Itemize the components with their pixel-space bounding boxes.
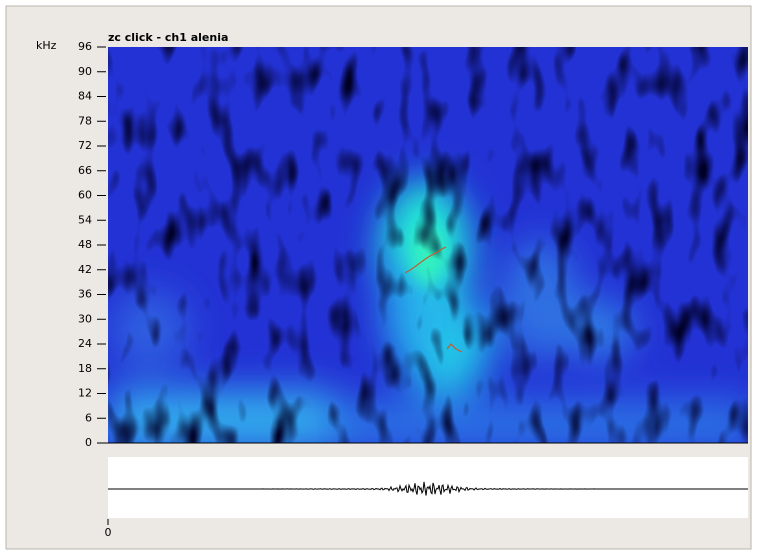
y-tick-label: 72 — [78, 139, 92, 152]
y-tick-label: 90 — [78, 65, 92, 78]
spectrogram-window: zc click - ch1 alenia kHz 0 0 6 12 18 24 30 36… — [0, 0, 757, 555]
y-tick-label: 48 — [78, 238, 92, 251]
y-tick-label: 36 — [78, 288, 92, 301]
y-tick-label: 60 — [78, 189, 92, 202]
y-tick-label: 66 — [78, 164, 92, 177]
y-tick-label: 54 — [78, 213, 92, 226]
y-tick-label: 30 — [78, 312, 92, 325]
page: zc click - ch1 alenia kHz 0 0 6 12 18 24 30 36… — [0, 0, 757, 555]
y-tick-label: 0 — [85, 436, 92, 449]
y-tick-label: 12 — [78, 387, 92, 400]
x-tick-label: 0 — [105, 526, 112, 539]
y-tick-label: 24 — [78, 337, 92, 350]
y-tick-label: 6 — [85, 411, 92, 424]
spectrogram — [108, 47, 750, 450]
y-tick-label: 96 — [78, 40, 92, 53]
y-tick-label: 42 — [78, 263, 92, 276]
y-tick-label: 84 — [78, 90, 92, 103]
y-tick-label: 18 — [78, 362, 92, 375]
plot-title: zc click - ch1 alenia — [108, 31, 228, 44]
y-unit: kHz — [36, 39, 57, 52]
y-tick-label: 78 — [78, 114, 92, 127]
